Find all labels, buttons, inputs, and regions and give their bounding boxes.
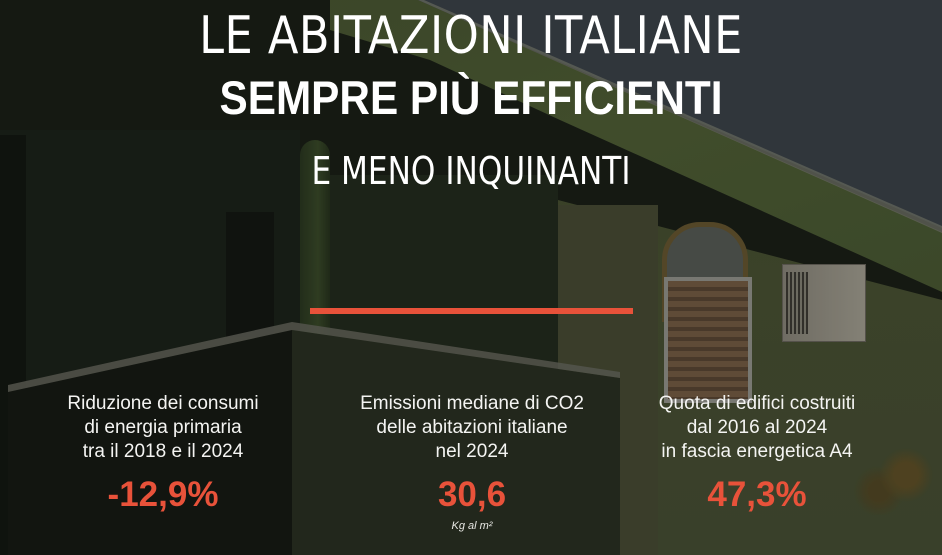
stat-unit: Kg al m²	[451, 520, 493, 532]
stat-value: -12,9%	[107, 475, 219, 514]
stat-co2-emissions: Emissioni mediane di CO2 delle abitazion…	[322, 392, 622, 532]
stat-value: 30,6	[437, 475, 507, 514]
title-line-1: LE ABITAZIONI ITALIANE	[199, 6, 743, 66]
accent-divider	[310, 308, 633, 314]
title-line-2: SEMPRE PIÙ EFFICIENTI	[219, 71, 723, 124]
bg-plant	[852, 435, 942, 515]
stat-value: 47,3%	[707, 475, 807, 514]
bg-door	[226, 212, 274, 337]
subtitle: E MENO INQUINANTI	[311, 149, 631, 193]
bg-window-shutter	[664, 277, 752, 403]
stat-energy-reduction: Riduzione dei consumi di energia primari…	[13, 392, 313, 516]
stat-label: Emissioni mediane di CO2 delle abitazion…	[360, 393, 584, 462]
stat-a4-buildings: Quota di edifici costruiti dal 2016 al 2…	[607, 392, 907, 516]
bg-column	[300, 140, 330, 360]
bg-air-conditioner-grill	[786, 272, 808, 334]
stat-label: Quota di edifici costruiti dal 2016 al 2…	[658, 393, 856, 462]
stat-label: Riduzione dei consumi di energia primari…	[67, 393, 259, 462]
